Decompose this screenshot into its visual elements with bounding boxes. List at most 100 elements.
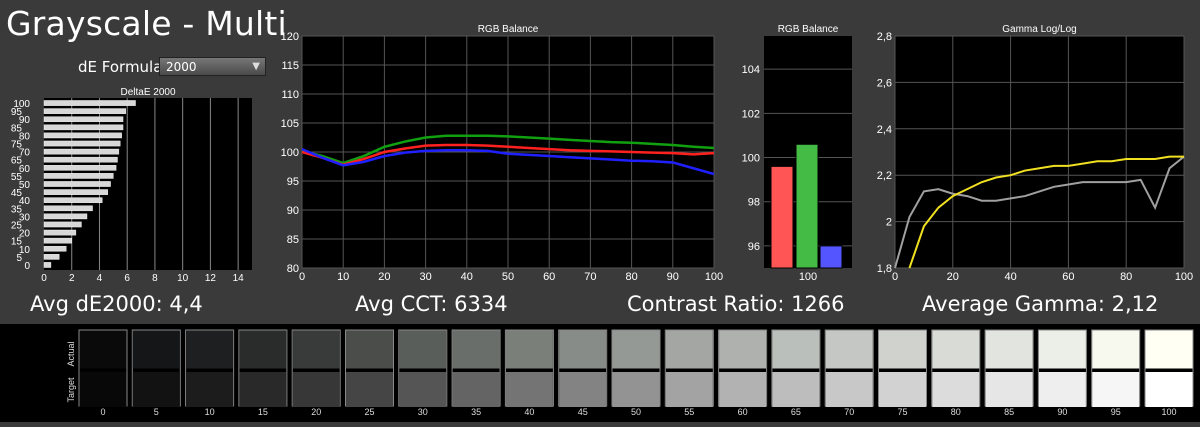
deltae-ytick: 90 [19,115,31,126]
rgbbar-ytick: 102 [742,108,760,120]
swatch-actual [186,330,234,369]
swatch-actual [239,330,287,369]
deltae-bar [43,229,77,236]
swatch-target [399,372,447,407]
swatch-target [346,372,393,407]
rgb-ytick: 80 [287,263,299,275]
swatch-target [79,372,127,407]
deltae-bar [43,197,103,203]
swatch-target [719,372,767,407]
rgb-xtick: 80 [625,271,637,283]
swatch-label: 95 [1111,407,1121,417]
swatch-label: 30 [418,407,428,417]
swatch-target [505,372,553,407]
deltae-bar [43,156,118,163]
swatch-target [825,372,873,407]
rgbbar-xtick: 100 [799,271,817,283]
rgbbar-ytick: 100 [742,153,760,165]
swatch-actual [932,330,980,369]
swatch-actual [505,330,553,369]
deltae-ytick: 30 [19,212,31,223]
swatch-actual [985,330,1033,369]
gamma-stat: Average Gamma: 2,12 [922,292,1159,316]
gamma-xtick: 40 [1004,271,1016,283]
deltae-xtick: 12 [205,273,217,284]
rgb-xtick: 20 [378,271,390,283]
deltae-bar [43,148,120,155]
deltae-ytick: 5 [16,253,22,264]
de-formula-value: 2000 [166,60,197,74]
deltae-ytick: 15 [11,237,23,248]
swatch-label: 0 [100,407,105,417]
swatch-actual [292,330,340,369]
rgbbar-bar-red [770,165,794,269]
deltae-bar [43,254,60,260]
swatch-actual [132,330,180,369]
swatch-target [665,372,713,407]
deltae-ytick: 80 [19,131,31,142]
swatch-target [452,372,500,407]
swatch-label: 85 [1004,407,1014,417]
deltae-bar [43,116,124,123]
swatch-label: 5 [154,407,159,417]
deltae-bar [43,205,93,212]
rgb-ytick: 115 [281,60,299,72]
swatch-actual [772,330,820,369]
deltae-xtick: 2 [69,273,75,284]
gamma-xtick: 20 [947,271,959,283]
rgb-xtick: 10 [337,271,349,283]
chevron-down-icon: ▼ [252,61,260,72]
deltae-xtick: 6 [124,273,130,284]
rgb-ytick: 100 [281,147,299,159]
deltae-ytick: 10 [19,245,31,256]
deltae-ytick: 55 [11,172,23,183]
gamma-series-gray [894,155,1185,269]
swatch-actual [452,330,500,369]
deltae-xtick: 10 [177,273,189,284]
deltae-ytick: 95 [11,107,23,118]
gamma-ytick: 2,4 [877,124,892,136]
deltae-ytick: 40 [19,196,31,207]
deltae-bar [43,140,121,147]
deltae-ytick: 45 [11,188,23,199]
deltae-ytick: 65 [11,156,23,167]
swatch-actual [825,330,873,369]
swatch-actual [559,330,607,369]
deltae-bar [43,173,114,179]
swatch-actual [665,330,713,369]
avg-cct-stat: Avg CCT: 6334 [355,292,508,316]
deltae-xtick: 14 [233,273,245,284]
rgb-ytick: 90 [287,205,299,217]
deltae-ytick: 35 [11,204,23,215]
deltae-xtick: 0 [41,273,47,284]
gamma-series-yellow [908,155,1184,269]
deltae-bar [43,262,52,268]
swatch-label: 75 [897,407,907,417]
swatch-actual [879,330,926,369]
swatch-actual [612,330,660,369]
deltae-xtick: 8 [152,273,158,284]
swatch-label: 40 [524,407,534,417]
rgb-balance-bar-chart: RGB Balance 96 98 100 102 104 100 [742,24,852,283]
swatch-label: 100 [1161,407,1176,417]
swatch-target [879,372,926,407]
deltae-ytick: 50 [19,180,31,191]
swatch-actual [1092,330,1140,369]
swatch-actual [79,330,127,369]
de-formula-select[interactable]: 2000 ▼ [159,57,266,76]
deltae-ytick: 25 [11,220,23,231]
contrast-stat: Contrast Ratio: 1266 [627,292,845,316]
swatch-target [186,372,234,407]
rgb-xtick: 90 [667,271,679,283]
deltae-bar [43,124,124,131]
swatch-target [985,372,1033,407]
deltae-bar [43,108,127,114]
deltae-bar [43,181,111,187]
swatch-target [292,372,340,407]
deltae-bar [43,245,67,252]
deltae-bar [43,221,82,228]
swatch-label: 55 [684,407,694,417]
swatch-target [239,372,287,407]
